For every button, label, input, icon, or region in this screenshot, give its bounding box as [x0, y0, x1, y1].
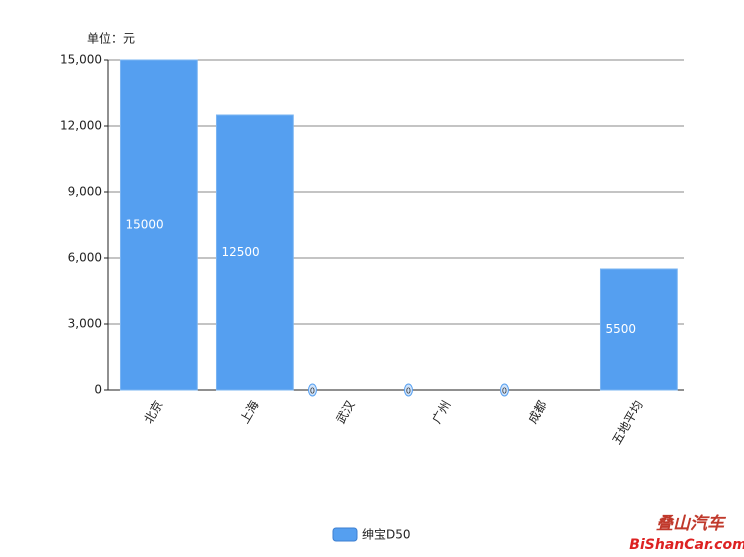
bar	[215, 114, 294, 391]
unit-label: 单位：元	[87, 31, 135, 46]
bar	[599, 268, 678, 391]
legend-swatch	[332, 527, 358, 542]
watermark-cn: 叠山汽车	[656, 514, 727, 534]
y-tick-label: 9,000	[68, 185, 102, 199]
x-tick-label: 上海	[237, 398, 262, 426]
x-tick-label: 广州	[429, 398, 453, 426]
x-tick-label: 北京	[141, 398, 165, 426]
y-tick-label: 12,000	[60, 119, 102, 133]
data-label-badge	[403, 383, 413, 397]
y-tick-label: 15,000	[60, 53, 102, 67]
data-label: 12500	[221, 245, 259, 259]
data-label: 5500	[605, 322, 636, 336]
data-label: 0	[406, 387, 411, 396]
data-label: 0	[310, 387, 315, 396]
data-label-badge	[499, 383, 509, 397]
y-tick-label: 3,000	[68, 317, 102, 331]
x-tick-label: 成都	[525, 398, 549, 426]
x-tick-label: 五地平均	[609, 398, 645, 447]
watermark-en: BiShanCar.com	[629, 537, 744, 553]
legend-label: 绅宝D50	[362, 528, 411, 542]
bar	[119, 59, 198, 391]
data-label: 15000	[125, 218, 163, 232]
y-tick-label: 0	[94, 383, 102, 397]
data-label: 0	[502, 387, 507, 396]
y-tick-label: 6,000	[68, 251, 102, 265]
data-label-badge	[307, 383, 317, 397]
x-tick-label: 武汉	[333, 398, 357, 426]
